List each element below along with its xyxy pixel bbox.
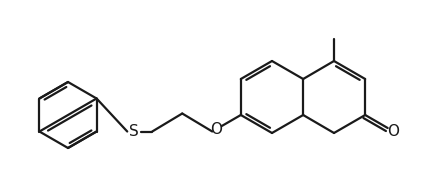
Text: O: O: [210, 122, 222, 137]
Text: S: S: [129, 124, 139, 139]
Text: O: O: [387, 124, 399, 139]
